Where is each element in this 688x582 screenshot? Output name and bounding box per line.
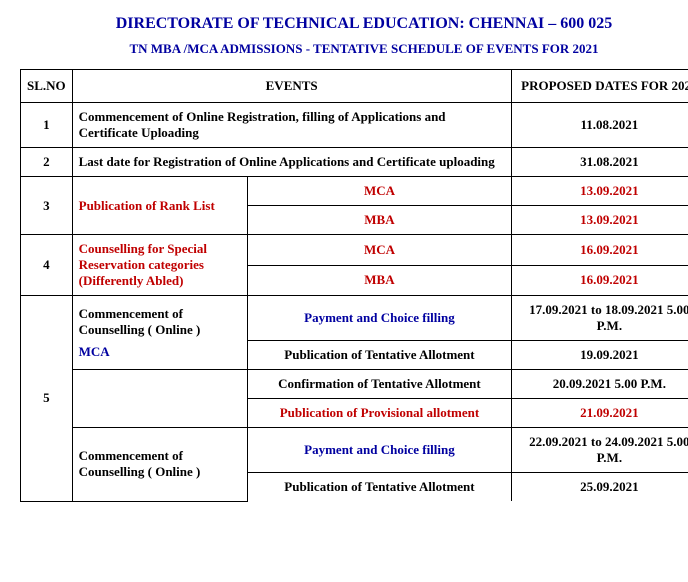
event-cell: Counselling for Special Reservation cate…: [72, 235, 248, 296]
date-cell: 16.09.2021: [511, 265, 688, 296]
table-row: 1 Commencement of Online Registration, f…: [21, 103, 688, 148]
table-row: Confirmation of Tentative Allotment 20.0…: [21, 370, 688, 399]
table-header-row: SL.NO EVENTS PROPOSED DATES FOR 2021: [21, 70, 688, 103]
date-cell: 22.09.2021 to 24.09.2021 5.00 P.M.: [511, 428, 688, 473]
date-cell: 20.09.2021 5.00 P.M.: [511, 370, 688, 399]
program-label: MCA: [248, 177, 511, 206]
table-row: 2 Last date for Registration of Online A…: [21, 148, 688, 177]
slno-cell: 2: [21, 148, 73, 177]
sub-event-cell: Publication of Provisional allotment: [248, 399, 511, 428]
program-label: MCA: [248, 235, 511, 266]
col-events: EVENTS: [72, 70, 511, 103]
date-cell: 25.09.2021: [511, 473, 688, 502]
table-row: 3 Publication of Rank List MCA 13.09.202…: [21, 177, 688, 206]
sub-event-cell: Confirmation of Tentative Allotment: [248, 370, 511, 399]
slno-cell: 1: [21, 103, 73, 148]
event-cell: [72, 370, 248, 428]
col-slno: SL.NO: [21, 70, 73, 103]
event-cell: Commencement of Counselling ( Online ): [72, 428, 248, 502]
slno-cell: 5: [21, 296, 73, 502]
sub-event-cell: Publication of Tentative Allotment: [248, 473, 511, 502]
program-label: MCA: [79, 344, 242, 360]
sub-event-cell: Publication of Tentative Allotment: [248, 341, 511, 370]
table-row: Commencement of Counselling ( Online ) P…: [21, 428, 688, 473]
slno-cell: 3: [21, 177, 73, 235]
col-dates: PROPOSED DATES FOR 2021: [511, 70, 688, 103]
slno-cell: 4: [21, 235, 73, 296]
event-cell: Commencement of Counselling ( Online ) M…: [72, 296, 248, 370]
sub-event-cell: Payment and Choice filling: [248, 428, 511, 473]
sub-event-cell: Payment and Choice filling: [248, 296, 511, 341]
event-cell: Last date for Registration of Online App…: [72, 148, 511, 177]
date-cell: 17.09.2021 to 18.09.2021 5.00 P.M.: [511, 296, 688, 341]
program-label: MBA: [248, 206, 511, 235]
schedule-table: SL.NO EVENTS PROPOSED DATES FOR 2021 1 C…: [20, 69, 688, 502]
date-cell: 21.09.2021: [511, 399, 688, 428]
date-cell: 13.09.2021: [511, 177, 688, 206]
date-cell: 16.09.2021: [511, 235, 688, 266]
page-title-2: TN MBA /MCA ADMISSIONS - TENTATIVE SCHED…: [20, 41, 688, 57]
event-cell: Commencement of Online Registration, fil…: [72, 103, 511, 148]
date-cell: 31.08.2021: [511, 148, 688, 177]
page-title-1: DIRECTORATE OF TECHNICAL EDUCATION: CHEN…: [20, 15, 688, 33]
table-row: 5 Commencement of Counselling ( Online )…: [21, 296, 688, 341]
commencement-label: Commencement of Counselling ( Online ): [79, 306, 242, 338]
date-cell: 13.09.2021: [511, 206, 688, 235]
program-label: MBA: [248, 265, 511, 296]
event-cell: Publication of Rank List: [72, 177, 248, 235]
date-cell: 19.09.2021: [511, 341, 688, 370]
table-row: 4 Counselling for Special Reservation ca…: [21, 235, 688, 266]
date-cell: 11.08.2021: [511, 103, 688, 148]
